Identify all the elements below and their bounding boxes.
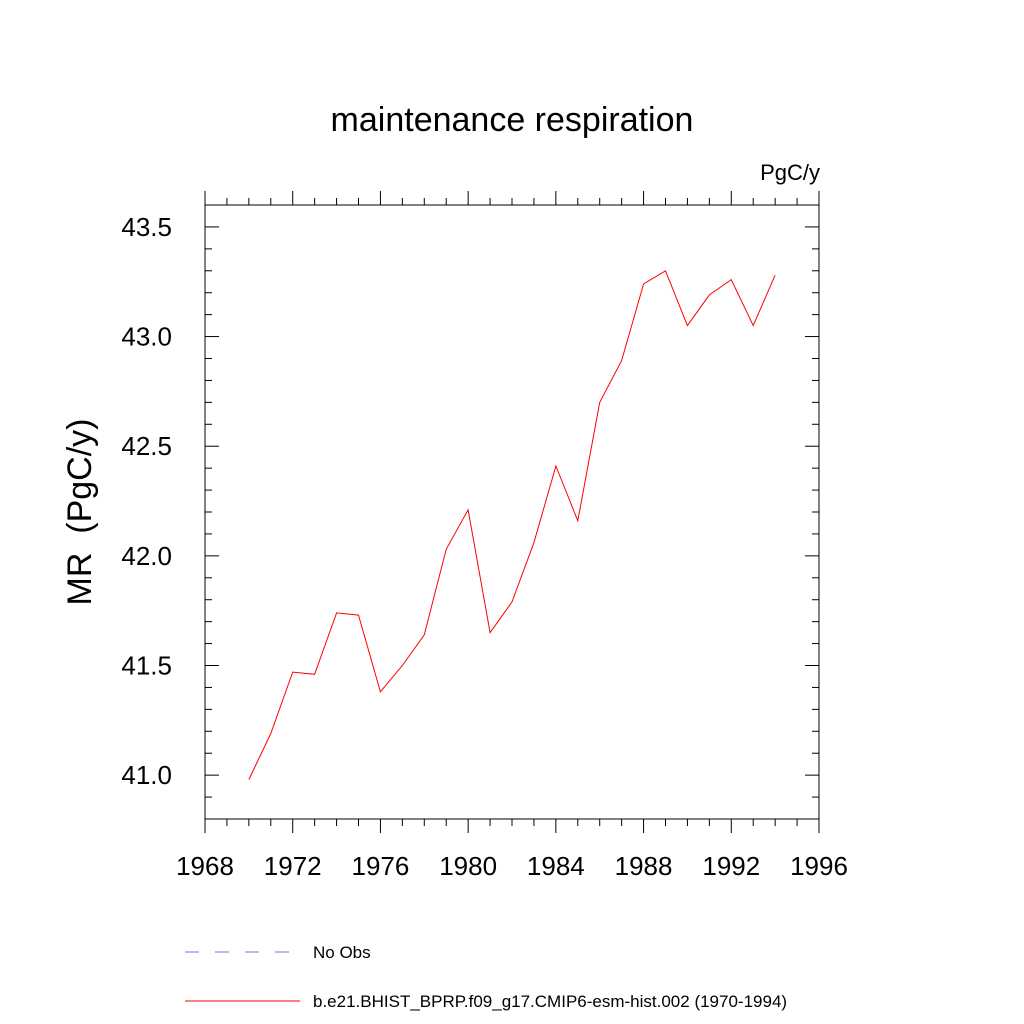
y-axis-label: MR (PgC/y)	[61, 419, 99, 606]
y-tick-label: 43.5	[121, 212, 172, 242]
series-line	[248, 270, 776, 780]
x-tick-label: 1976	[352, 851, 410, 881]
x-tick-label: 1984	[527, 851, 585, 881]
x-tick-label: 1988	[615, 851, 673, 881]
y-tick-label: 41.0	[121, 760, 172, 790]
tick-labels: 1968 1972 1976 1980 1984 1988 1992 1996 41.0 41.5…	[121, 212, 848, 881]
y-tick-label: 42.5	[121, 431, 172, 461]
series-group	[248, 270, 776, 780]
x-tick-label: 1996	[790, 851, 848, 881]
units-label: PgC/y	[760, 160, 820, 185]
legend-swatch-model	[185, 1000, 300, 1002]
x-tick-label: 1992	[702, 851, 760, 881]
x-tick-label: 1972	[264, 851, 322, 881]
plot-frame	[204, 204, 820, 820]
chart-title: maintenance respiration	[331, 101, 694, 139]
y-tick-label: 41.5	[121, 651, 172, 681]
axis-ticks	[204, 191, 820, 833]
y-tick-label: 43.0	[121, 322, 172, 352]
legend-label-model: b.e21.BHIST_BPRP.f09_g17.CMIP6-esm-hist.…	[313, 992, 788, 1011]
y-tick-label: 42.0	[121, 541, 172, 571]
x-tick-label: 1968	[176, 851, 234, 881]
legend-label-no-obs: No Obs	[313, 943, 371, 962]
legend-swatch-no-obs	[185, 951, 295, 953]
x-tick-label: 1980	[439, 851, 497, 881]
